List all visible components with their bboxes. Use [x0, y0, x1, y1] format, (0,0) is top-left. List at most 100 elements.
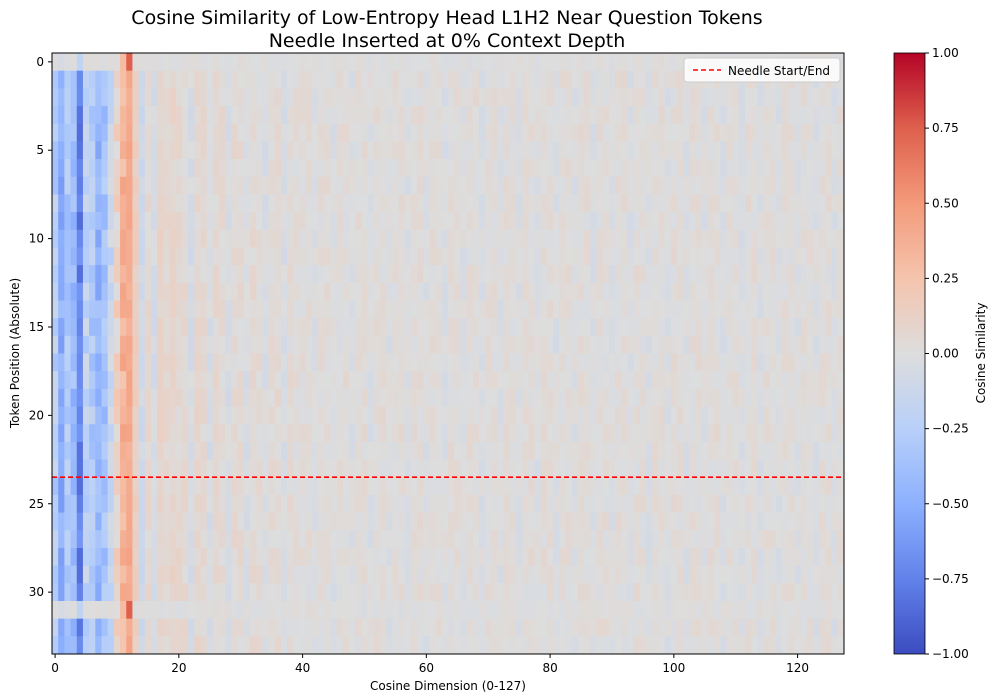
heatmap-cell	[417, 335, 424, 354]
heatmap-cell	[311, 441, 319, 460]
heatmap-cell	[547, 512, 554, 531]
heatmap-cell	[64, 353, 71, 372]
heatmap-cell	[336, 265, 344, 284]
heatmap-cell	[423, 265, 430, 284]
heatmap-cell	[441, 459, 449, 478]
heatmap-cell	[472, 512, 480, 531]
heatmap-cell	[76, 88, 84, 107]
heatmap-cell	[738, 300, 746, 319]
heatmap-cell	[522, 388, 529, 407]
heatmap-cell	[194, 618, 201, 637]
heatmap-cell	[676, 547, 684, 567]
heatmap-cell	[70, 88, 78, 107]
heatmap-cell	[615, 547, 622, 567]
heatmap-cell	[658, 265, 665, 284]
heatmap-cell	[714, 424, 721, 443]
heatmap-cell	[225, 212, 232, 231]
heatmap-cell	[590, 600, 597, 620]
heatmap-cell	[491, 600, 498, 620]
heatmap-cell	[410, 88, 418, 107]
heatmap-cell	[800, 583, 808, 602]
heatmap-cell	[658, 406, 665, 425]
heatmap-cell	[658, 141, 665, 160]
heatmap-cell	[225, 441, 232, 460]
heatmap-cell	[726, 406, 734, 425]
heatmap-cell	[151, 335, 158, 354]
heatmap-cell	[361, 159, 368, 178]
heatmap-cell	[695, 176, 703, 195]
heatmap-cell	[509, 477, 517, 496]
heatmap-cell	[349, 353, 356, 372]
heatmap-cell	[509, 176, 517, 195]
heatmap-cell	[243, 477, 251, 496]
heatmap-cell	[646, 424, 653, 443]
heatmap-cell	[639, 406, 647, 425]
heatmap-cell	[800, 335, 808, 354]
heatmap-cell	[577, 459, 585, 478]
heatmap-cell	[441, 176, 449, 195]
heatmap-cell	[126, 212, 133, 231]
heatmap-cell	[361, 494, 368, 513]
heatmap-cell	[627, 441, 635, 460]
heatmap-cell	[64, 212, 71, 231]
heatmap-cell	[571, 229, 579, 248]
heatmap-cell	[89, 583, 96, 602]
heatmap-cell	[250, 247, 257, 266]
heatmap-cell	[559, 618, 566, 637]
heatmap-cell	[707, 636, 715, 655]
heatmap-cell	[646, 70, 653, 89]
heatmap-cell	[169, 141, 177, 160]
heatmap-cell	[751, 618, 758, 637]
heatmap-cell	[565, 229, 573, 248]
heatmap-cell	[714, 159, 721, 178]
heatmap-cell	[732, 300, 740, 319]
heatmap-cell	[466, 618, 474, 637]
heatmap-cell	[231, 194, 239, 213]
heatmap-cell	[553, 212, 560, 231]
heatmap-cell	[800, 565, 808, 584]
heatmap-cell	[188, 459, 195, 478]
heatmap-cell	[695, 335, 703, 354]
heatmap-cell	[590, 70, 597, 89]
heatmap-cell	[243, 282, 251, 301]
heatmap-cell	[584, 88, 591, 107]
heatmap-cell	[466, 282, 474, 301]
heatmap-cell	[559, 53, 566, 72]
heatmap-cell	[540, 265, 548, 284]
heatmap-cell	[132, 565, 140, 584]
heatmap-cell	[120, 70, 127, 89]
heatmap-cell	[138, 424, 146, 443]
heatmap-cell	[349, 494, 356, 513]
heatmap-cell	[670, 229, 678, 248]
heatmap-cell	[472, 477, 480, 496]
heatmap-cell	[107, 70, 115, 89]
heatmap-cell	[305, 441, 313, 460]
heatmap-cell	[596, 530, 604, 549]
heatmap-cell	[101, 494, 109, 513]
heatmap-cell	[349, 441, 356, 460]
heatmap-cell	[324, 176, 331, 195]
heatmap-cell	[596, 353, 604, 372]
heatmap-cell	[423, 406, 430, 425]
heatmap-cell	[800, 530, 808, 549]
heatmap-cell	[349, 618, 356, 637]
heatmap-cell	[478, 70, 486, 89]
heatmap-cell	[250, 212, 257, 231]
heatmap-cell	[212, 176, 220, 195]
heatmap-cell	[200, 353, 208, 372]
heatmap-cell	[627, 176, 635, 195]
heatmap-cell	[769, 512, 777, 531]
heatmap-cell	[522, 300, 529, 319]
heatmap-cell	[89, 176, 96, 195]
heatmap-cell	[76, 565, 84, 584]
heatmap-cell	[398, 636, 406, 655]
heatmap-cell	[243, 459, 251, 478]
heatmap-cell	[82, 600, 90, 620]
heatmap-cell	[175, 212, 183, 231]
heatmap-cell	[782, 424, 789, 443]
heatmap-cell	[287, 424, 294, 443]
heatmap-cell	[305, 459, 313, 478]
heatmap-cell	[497, 70, 505, 89]
heatmap-cell	[769, 459, 777, 478]
heatmap-cell	[509, 88, 517, 107]
